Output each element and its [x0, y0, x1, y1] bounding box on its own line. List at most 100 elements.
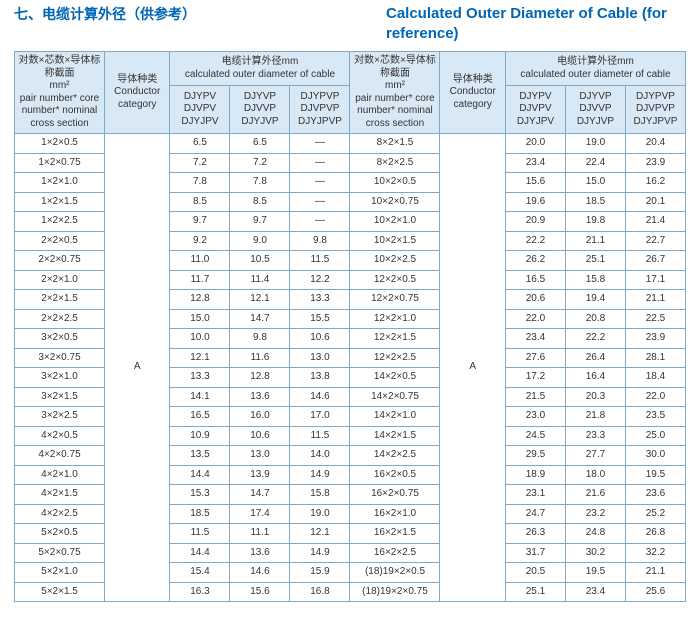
cell-value: 26.2	[505, 251, 565, 271]
head-spec-en: pair number* core number* nominal cross …	[20, 93, 99, 129]
cell-spec-left: 2×2×1.5	[15, 290, 105, 310]
cell-value: 22.4	[565, 153, 625, 173]
cell-value: 11.4	[230, 270, 290, 290]
head-spec-en-2: pair number* core number* nominal cross …	[355, 93, 434, 129]
cell-value: 14.9	[290, 465, 350, 485]
cell-spec-left: 1×2×2.5	[15, 212, 105, 232]
cell-spec-left: 3×2×1.0	[15, 368, 105, 388]
cell-spec-right: (18)19×2×0.5	[350, 563, 440, 583]
head-diam-en: calculated outer diameter of cable	[185, 69, 335, 80]
head-spec-cn: 对数×芯数×导体标称截面	[19, 55, 101, 79]
cell-spec-left: 4×2×2.5	[15, 504, 105, 524]
head-sub-c2: DJYVPDJVVPDJYJVP	[230, 86, 290, 134]
head-cat2-cn: 导体种类	[453, 74, 493, 85]
cell-value: 27.7	[565, 446, 625, 466]
cell-value: 21.8	[565, 407, 625, 427]
cell-value: 25.6	[625, 582, 685, 602]
head-spec-unit: mm²	[50, 80, 70, 91]
cell-value: 19.8	[565, 212, 625, 232]
cell-value: 13.6	[230, 543, 290, 563]
cell-value: 15.8	[290, 485, 350, 505]
cell-value: 17.1	[625, 270, 685, 290]
cell-spec-right: 16×2×2.5	[350, 543, 440, 563]
cell-value: 10.9	[170, 426, 230, 446]
head-cat-en: Conductor category	[114, 86, 160, 110]
cell-value: 9.7	[170, 212, 230, 232]
cell-spec-right: 14×2×1.0	[350, 407, 440, 427]
cell-value: —	[290, 153, 350, 173]
sub-c4-text: DJYPVDJVPVDJYJPV	[517, 91, 554, 127]
cell-value: 10.5	[230, 251, 290, 271]
cell-spec-left: 3×2×2.5	[15, 407, 105, 427]
cell-value: 23.4	[505, 329, 565, 349]
cell-value: 20.6	[505, 290, 565, 310]
head-sub-c5: DJYVPDJVVPDJYJVP	[565, 86, 625, 134]
cell-spec-left: 1×2×1.0	[15, 173, 105, 193]
sub-c6-text: DJYPVPDJVPVPDJYJPVP	[634, 91, 678, 127]
cell-value: 9.0	[230, 231, 290, 251]
cell-spec-right: 12×2×2.5	[350, 348, 440, 368]
head-sub-c4: DJYPVDJVPVDJYJPV	[505, 86, 565, 134]
table-container: 对数×芯数×导体标称截面 mm² pair number* core numbe…	[0, 51, 700, 612]
cell-spec-right: 12×2×1.5	[350, 329, 440, 349]
cell-value: 21.4	[625, 212, 685, 232]
cell-spec-right: 10×2×1.5	[350, 231, 440, 251]
title-en: Calculated Outer Diameter of Cable (for …	[386, 4, 686, 43]
head-diam-right: 电缆计算外径mm calculated outer diameter of ca…	[505, 52, 685, 86]
cell-value: 16.3	[170, 582, 230, 602]
cell-value: —	[290, 212, 350, 232]
cell-value: 14.7	[230, 485, 290, 505]
cell-value: 22.5	[625, 309, 685, 329]
cell-value: 20.3	[565, 387, 625, 407]
cell-value: —	[290, 134, 350, 154]
cell-value: 23.3	[565, 426, 625, 446]
cell-value: 14.4	[170, 465, 230, 485]
cell-conductor-left: A	[105, 134, 170, 602]
cell-value: 16.8	[290, 582, 350, 602]
cell-spec-left: 5×2×0.5	[15, 524, 105, 544]
cell-value: 18.5	[565, 192, 625, 212]
cell-spec-left: 1×2×0.5	[15, 134, 105, 154]
cell-value: 11.5	[290, 426, 350, 446]
cell-value: 19.4	[565, 290, 625, 310]
cell-value: 29.5	[505, 446, 565, 466]
cell-value: 6.5	[230, 134, 290, 154]
cell-spec-right: 12×2×1.0	[350, 309, 440, 329]
cell-value: —	[290, 192, 350, 212]
table-row: 1×2×0.5A6.56.5—8×2×1.5A20.019.020.4	[15, 134, 686, 154]
cell-value: 22.7	[625, 231, 685, 251]
head-diam-cn-2: 电缆计算外径mm	[557, 56, 634, 67]
cell-value: 13.0	[230, 446, 290, 466]
cell-value: 6.5	[170, 134, 230, 154]
cell-spec-right: 16×2×1.5	[350, 524, 440, 544]
cell-value: 15.3	[170, 485, 230, 505]
cell-value: 20.9	[505, 212, 565, 232]
cell-value: 12.1	[290, 524, 350, 544]
cell-value: 23.1	[505, 485, 565, 505]
cell-value: 23.2	[565, 504, 625, 524]
cell-value: 10.6	[290, 329, 350, 349]
head-diam-cn: 电缆计算外径mm	[222, 56, 299, 67]
cell-spec-right: 10×2×0.75	[350, 192, 440, 212]
cell-value: 7.2	[230, 153, 290, 173]
cell-value: 14.0	[290, 446, 350, 466]
cell-value: 12.1	[170, 348, 230, 368]
cell-value: 23.5	[625, 407, 685, 427]
cell-value: 24.5	[505, 426, 565, 446]
cell-value: 12.8	[170, 290, 230, 310]
cell-value: 28.1	[625, 348, 685, 368]
cell-value: 7.8	[230, 173, 290, 193]
cell-value: 19.0	[565, 134, 625, 154]
cell-value: 10.6	[230, 426, 290, 446]
cell-value: 16.4	[565, 368, 625, 388]
cell-value: 13.0	[290, 348, 350, 368]
cell-spec-right: 10×2×1.0	[350, 212, 440, 232]
cell-spec-left: 4×2×1.0	[15, 465, 105, 485]
cell-spec-right: 8×2×2.5	[350, 153, 440, 173]
cell-value: 26.8	[625, 524, 685, 544]
cell-value: 23.4	[505, 153, 565, 173]
cell-value: 15.6	[505, 173, 565, 193]
cell-value: 17.4	[230, 504, 290, 524]
cell-value: 21.6	[565, 485, 625, 505]
head-diam-en-2: calculated outer diameter of cable	[520, 69, 670, 80]
